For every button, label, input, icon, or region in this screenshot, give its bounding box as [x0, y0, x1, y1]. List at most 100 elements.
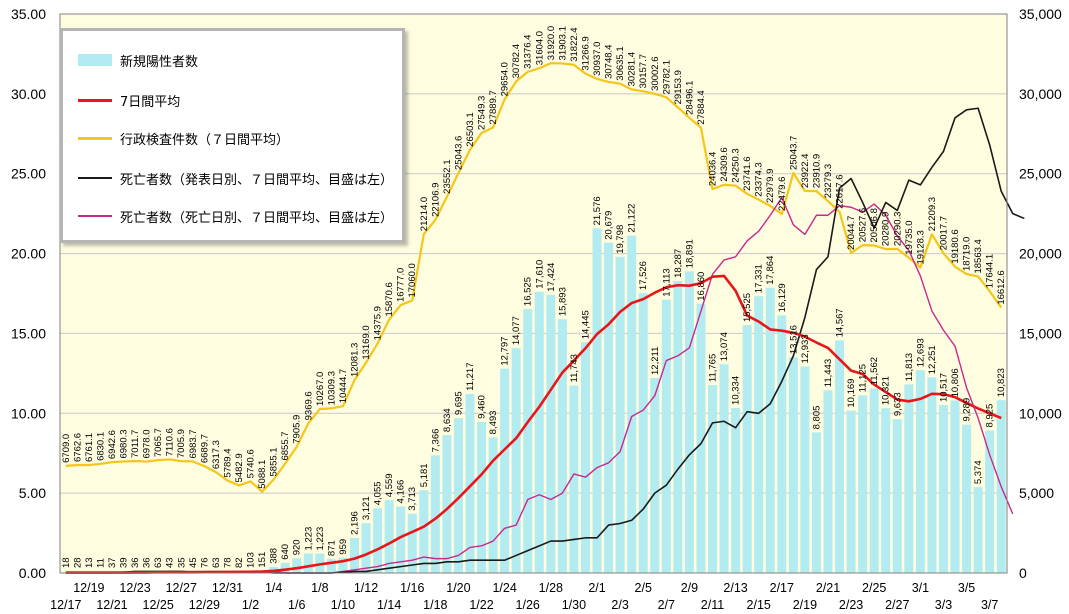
positive-cases-bar — [557, 319, 567, 573]
positive-cases-bar — [326, 559, 336, 573]
right-axis-tick-label: 35,000 — [1019, 6, 1062, 22]
positive-cases-bar — [765, 287, 775, 573]
test-count-label: 13169.0 — [361, 325, 372, 359]
test-count-label: 30157.7 — [638, 54, 649, 88]
positive-cases-label: 13,074 — [719, 332, 730, 361]
positive-cases-bar — [361, 523, 371, 573]
test-count-label: 23910.9 — [811, 154, 822, 188]
test-count-label: 5740.6 — [246, 449, 257, 478]
positive-cases-label: 15,893 — [557, 287, 568, 316]
positive-cases-bar — [523, 309, 533, 573]
positive-cases-label: 21,122 — [627, 204, 638, 233]
positive-cases-label: 16,129 — [777, 283, 788, 312]
positive-cases-label: 10,321 — [881, 376, 892, 405]
positive-cases-label: 9,695 — [453, 391, 464, 415]
positive-cases-label: 17,331 — [754, 264, 765, 293]
x-tick-label-lower: 12/29 — [189, 598, 220, 612]
positive-cases-label: 14,567 — [835, 308, 846, 337]
right-axis-tick-label: 30,000 — [1019, 86, 1062, 102]
test-count-label: 5789.4 — [222, 448, 233, 477]
positive-cases-label: 959 — [338, 539, 349, 555]
positive-cases-label: 63 — [211, 557, 222, 568]
positive-cases-bar — [858, 395, 868, 573]
test-count-label: 28496.1 — [684, 81, 695, 115]
legend-swatch-positive — [78, 54, 112, 66]
positive-cases-bar — [650, 377, 660, 573]
test-count-label: 23374.3 — [754, 162, 765, 196]
positive-cases-label: 13,516 — [788, 325, 799, 354]
positive-cases-label: 5,181 — [419, 463, 430, 487]
test-count-label: 24036.4 — [708, 152, 719, 186]
positive-cases-label: 45 — [188, 557, 199, 568]
positive-cases-label: 7,366 — [430, 429, 441, 453]
positive-cases-bar — [580, 342, 590, 573]
positive-cases-bar — [569, 385, 579, 573]
x-tick-label-upper: 3/5 — [958, 581, 975, 595]
positive-cases-label: 12,797 — [500, 337, 511, 366]
positive-cases-bar — [823, 390, 833, 573]
test-count-label: 7011.7 — [130, 430, 141, 458]
positive-cases-label: 5,374 — [973, 460, 984, 484]
test-count-label: 6983.7 — [188, 429, 199, 458]
positive-cases-bar — [396, 506, 406, 573]
positive-cases-label: 13 — [84, 557, 95, 568]
positive-cases-label: 1,223 — [315, 527, 326, 551]
x-tick-label-upper: 1/28 — [539, 581, 563, 595]
positive-cases-label: 11,217 — [465, 362, 476, 390]
x-tick-label-upper: 2/9 — [681, 581, 698, 595]
x-tick-label-upper: 2/1 — [588, 581, 605, 595]
test-count-label: 7905.9 — [292, 415, 303, 444]
test-count-label: 30748.4 — [604, 45, 615, 79]
positive-cases-bar — [384, 500, 394, 573]
positive-cases-bar — [927, 377, 937, 573]
test-count-label: 10309.3 — [326, 371, 337, 405]
legend-item-deaths-announced: 死亡者数（発表日別、７日間平均、目盛は左） — [78, 167, 393, 189]
positive-cases-label: 16,860 — [696, 272, 707, 301]
test-count-label: 18719.0 — [962, 237, 973, 271]
test-count-label: 25043.6 — [453, 136, 464, 170]
positive-cases-label: 2,196 — [349, 511, 360, 535]
x-tick-label-lower: 3/7 — [981, 598, 998, 612]
left-axis-tick-label: 0.00 — [19, 565, 46, 581]
test-count-label: 30635.1 — [615, 46, 626, 80]
x-tick-label-upper: 1/16 — [400, 581, 424, 595]
positive-cases-label: 103 — [246, 552, 257, 568]
test-count-label: 6317.3 — [211, 440, 222, 469]
positive-cases-bar — [280, 562, 290, 573]
positive-cases-bar — [788, 357, 798, 573]
x-tick-label-upper: 2/25 — [862, 581, 886, 595]
test-count-label: 6761.1 — [84, 433, 95, 462]
test-count-label: 22479.6 — [777, 177, 788, 211]
positive-cases-bar — [673, 280, 683, 573]
test-count-label: 22106.9 — [430, 183, 441, 217]
positive-cases-bar — [835, 340, 845, 573]
legend-label-avg: 7日間平均 — [120, 94, 181, 110]
positive-cases-bar — [477, 421, 487, 573]
test-count-label: 31604.0 — [534, 31, 545, 65]
positive-cases-label: 10,334 — [731, 376, 742, 405]
test-count-label: 30002.6 — [650, 56, 661, 90]
positive-cases-bars — [61, 228, 1006, 574]
test-count-line — [65, 62, 1003, 493]
positive-cases-bar — [546, 294, 556, 573]
test-count-label: 6830.1 — [95, 432, 106, 461]
positive-cases-bar — [800, 366, 810, 573]
test-count-label: 23922.4 — [800, 154, 811, 188]
left-axis-tick-label: 10.00 — [11, 405, 46, 421]
positive-cases-label: 3,713 — [407, 487, 418, 511]
seven-day-average-line — [65, 274, 1002, 574]
test-count-label: 10267.0 — [315, 372, 326, 406]
x-tick-label-upper: 2/13 — [723, 581, 747, 595]
positive-cases-label: 11,743 — [569, 354, 580, 382]
positive-cases-bar — [303, 553, 313, 573]
x-tick-label-lower: 3/3 — [935, 598, 952, 612]
positive-cases-label: 17,113 — [661, 268, 672, 296]
positive-cases-bar — [592, 228, 602, 573]
positive-cases-label: 12,693 — [915, 338, 926, 367]
test-count-label: 15870.6 — [384, 282, 395, 316]
positive-cases-label: 10,823 — [996, 368, 1007, 397]
positive-cases-label: 35 — [176, 557, 187, 568]
positive-cases-bar — [846, 410, 856, 573]
positive-cases-label: 3,121 — [361, 496, 372, 520]
positive-cases-label: 10,169 — [846, 379, 857, 408]
